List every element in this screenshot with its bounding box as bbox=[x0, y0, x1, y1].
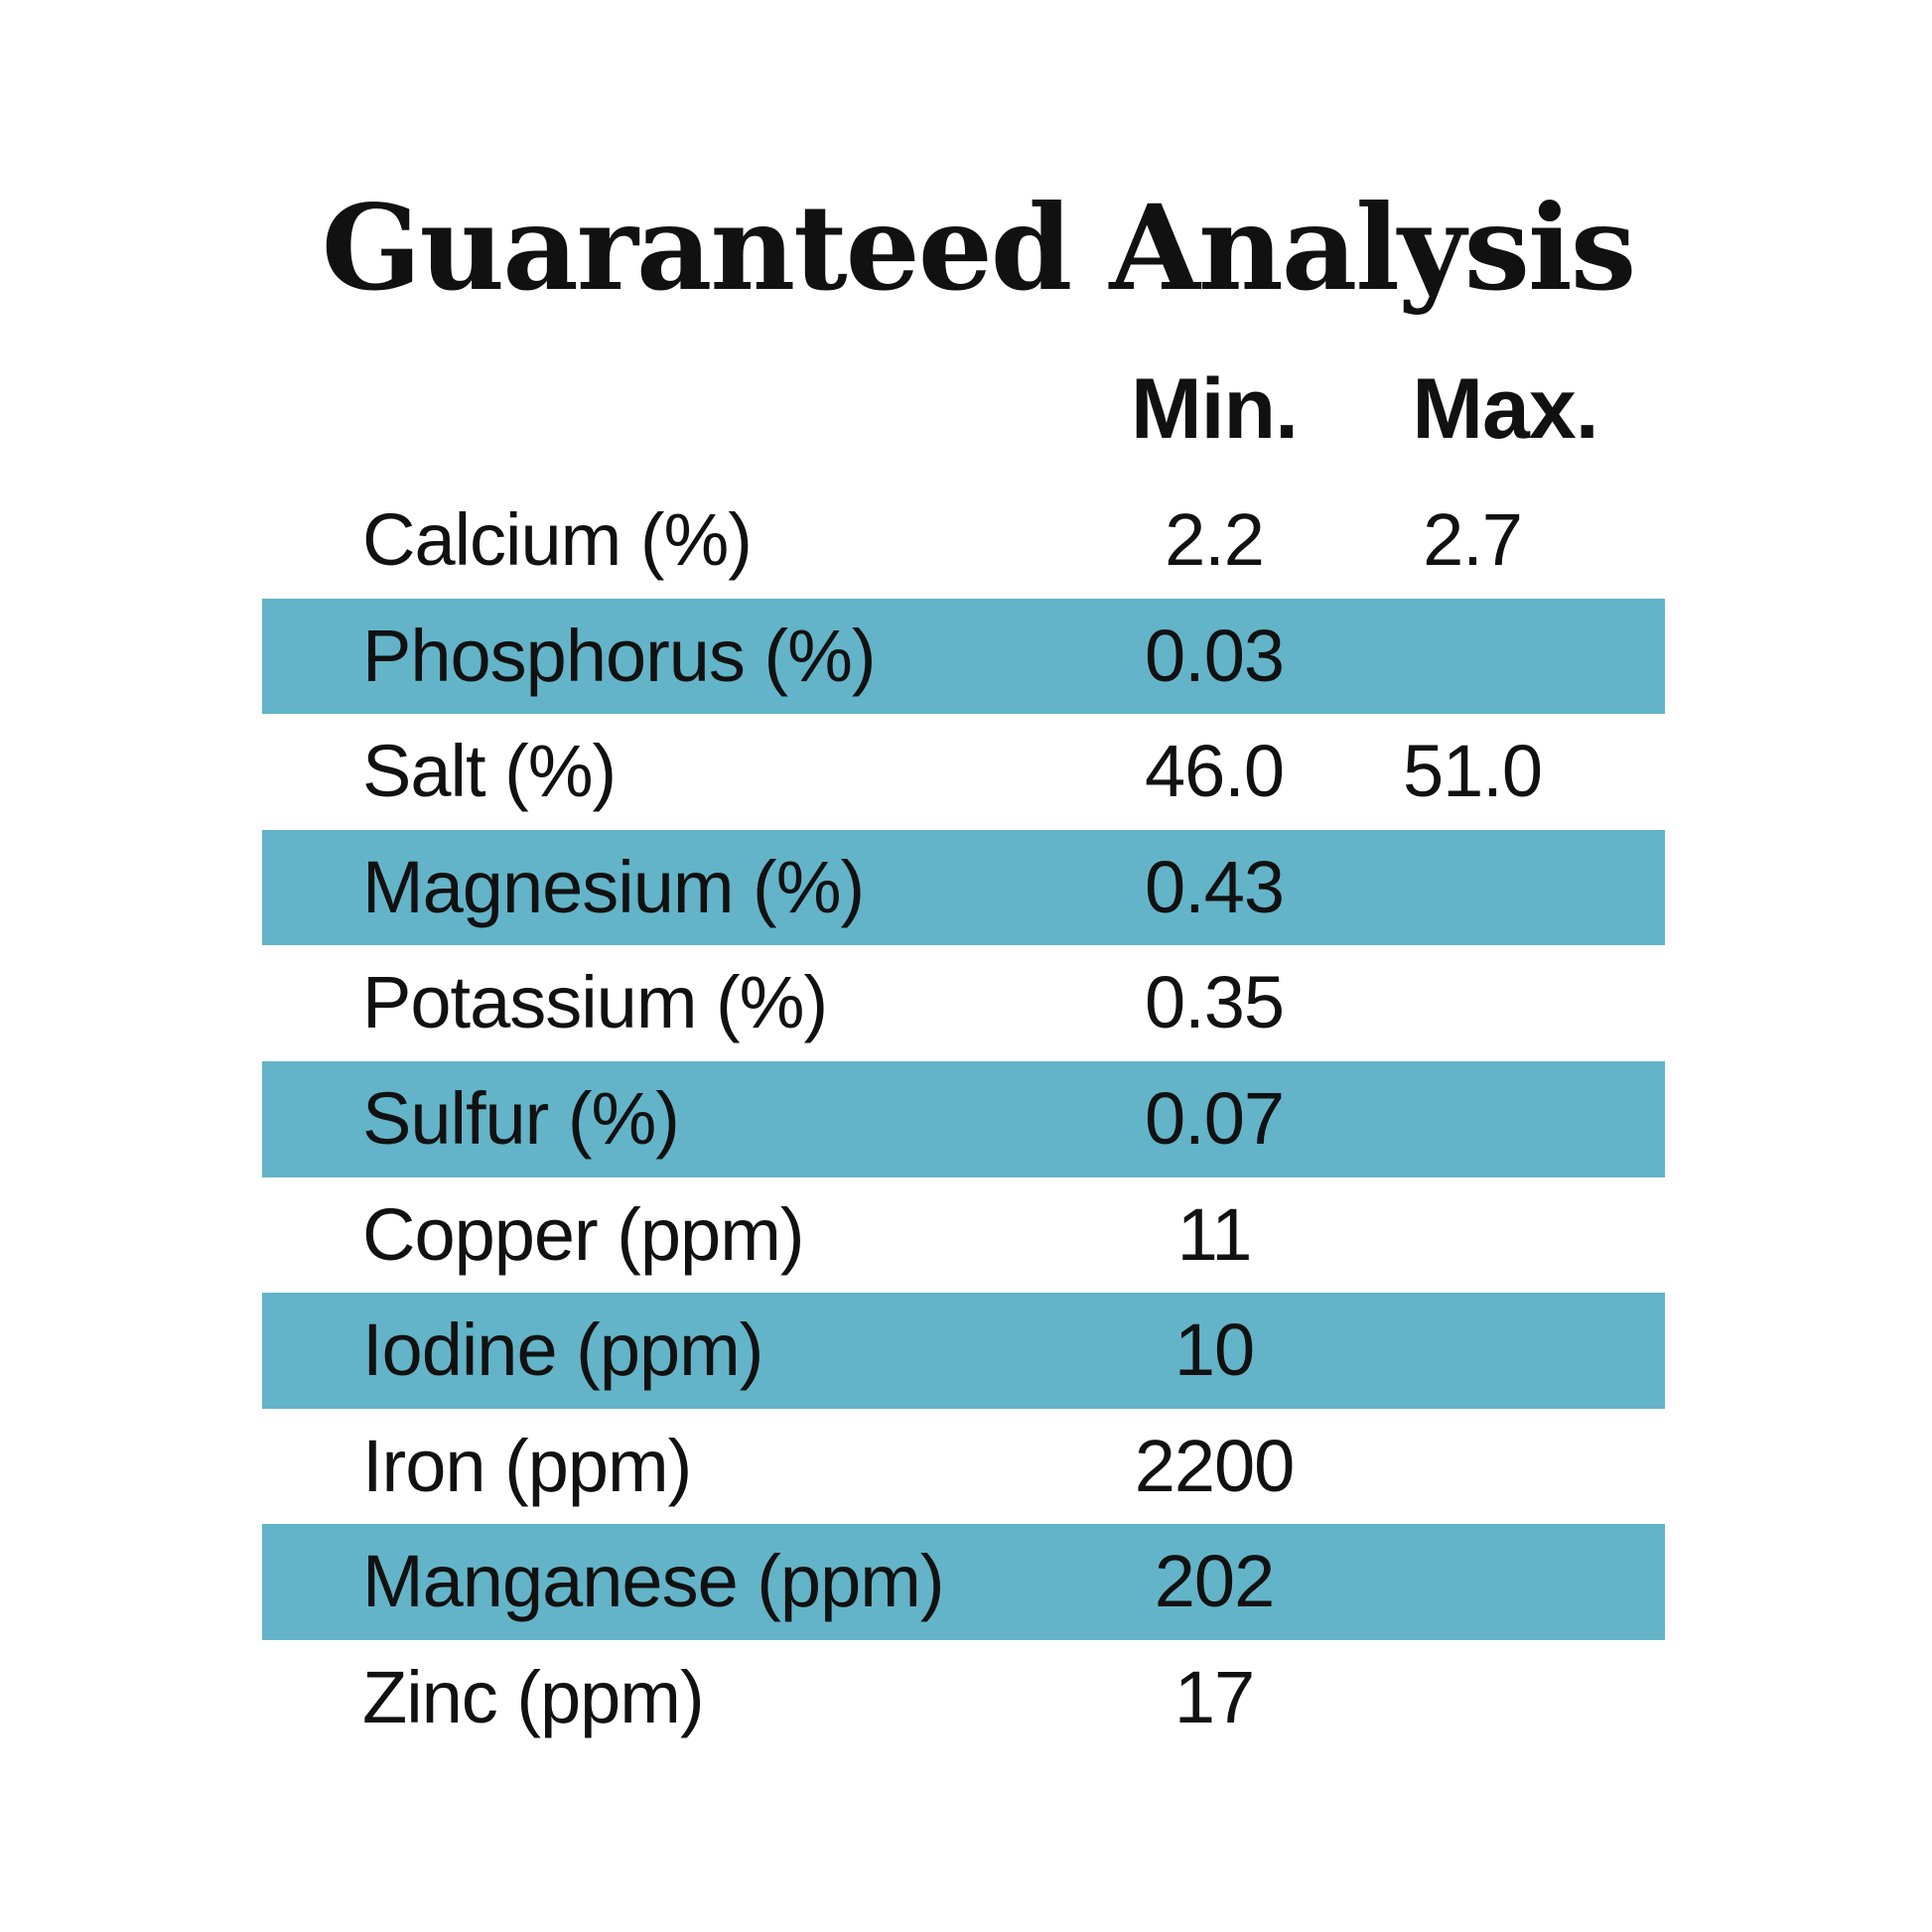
table-row: Copper (ppm) 11 bbox=[262, 1177, 1665, 1294]
nutrient-label: Calcium (%) bbox=[362, 498, 753, 581]
table-row: Iodine (ppm) 10 bbox=[262, 1293, 1665, 1409]
table-row: Calcium (%) 2.2 2.7 bbox=[262, 483, 1665, 599]
nutrient-label: Sulfur (%) bbox=[362, 1076, 680, 1160]
table-row: Sulfur (%) 0.07 bbox=[262, 1060, 1665, 1177]
min-value: 11 bbox=[1176, 1192, 1253, 1276]
max-value bbox=[1343, 1640, 1601, 1756]
nutrient-label: Salt (%) bbox=[362, 730, 617, 813]
min-value: 2.2 bbox=[1165, 498, 1265, 581]
table-row: Phosphorus (%) 0.03 bbox=[262, 598, 1665, 715]
nutrient-label: Copper (ppm) bbox=[362, 1192, 805, 1276]
min-value: 10 bbox=[1173, 1309, 1255, 1392]
nutrient-label: Manganese (ppm) bbox=[362, 1540, 945, 1623]
column-header-min: Min. bbox=[1131, 361, 1299, 457]
nutrient-label: Zinc (ppm) bbox=[362, 1655, 705, 1738]
analysis-table: Calcium (%) 2.2 2.7 Phosphorus (%) 0.03 … bbox=[262, 483, 1665, 1756]
max-value: 51.0 bbox=[1402, 730, 1543, 813]
min-value: 46.0 bbox=[1144, 730, 1285, 813]
min-value: 202 bbox=[1154, 1540, 1275, 1623]
table-row: Zinc (ppm) 17 bbox=[262, 1640, 1665, 1756]
min-value: 0.07 bbox=[1144, 1076, 1285, 1160]
min-value: 0.43 bbox=[1144, 845, 1285, 928]
max-value bbox=[1343, 945, 1601, 1061]
max-value bbox=[1343, 1409, 1601, 1525]
max-value bbox=[1343, 1061, 1601, 1177]
page-title: Guaranteed Analysis bbox=[321, 179, 1637, 317]
max-value bbox=[1343, 599, 1601, 715]
column-header-max: Max. bbox=[1412, 361, 1598, 457]
table-row: Potassium (%) 0.35 bbox=[262, 945, 1665, 1061]
nutrient-label: Iodine (ppm) bbox=[362, 1309, 763, 1392]
max-value: 2.7 bbox=[1423, 498, 1523, 581]
max-value bbox=[1343, 1293, 1601, 1409]
nutrient-label: Magnesium (%) bbox=[362, 845, 865, 928]
table-row: Magnesium (%) 0.43 bbox=[262, 829, 1665, 946]
min-value: 0.35 bbox=[1144, 961, 1285, 1044]
nutrient-label: Potassium (%) bbox=[362, 961, 828, 1044]
nutrient-label: Phosphorus (%) bbox=[362, 614, 877, 697]
max-value bbox=[1343, 830, 1601, 946]
table-row: Salt (%) 46.0 51.0 bbox=[262, 714, 1665, 830]
min-value: 2200 bbox=[1134, 1424, 1296, 1507]
table-row: Iron (ppm) 2200 bbox=[262, 1409, 1665, 1525]
max-value bbox=[1343, 1524, 1601, 1640]
min-value: 0.03 bbox=[1144, 614, 1285, 697]
nutrient-label: Iron (ppm) bbox=[362, 1424, 692, 1507]
table-row: Manganese (ppm) 202 bbox=[262, 1524, 1665, 1640]
max-value bbox=[1343, 1177, 1601, 1294]
min-value: 17 bbox=[1173, 1655, 1255, 1738]
